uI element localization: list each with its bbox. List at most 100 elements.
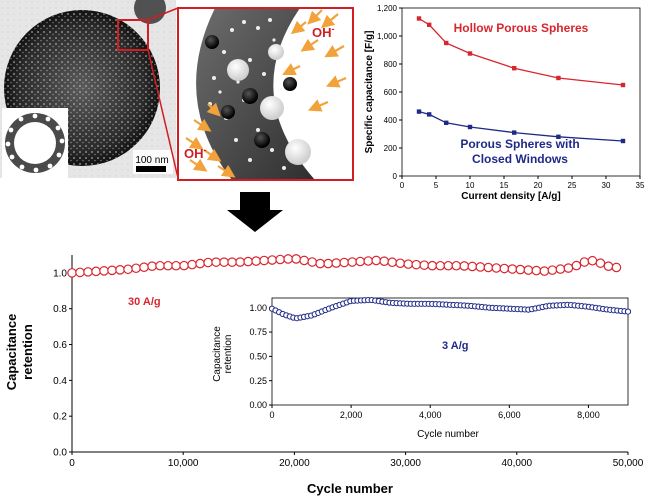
c3-x-tick-label: 6,000 (498, 410, 521, 420)
c2-data-point (403, 259, 414, 269)
c2-data-point (451, 260, 462, 271)
retention-inset-chart: 0 2,000 4,000 6,000 8,000 0.00 0.25 0.50 0.75 1.0… (212, 292, 634, 442)
c1-y-tick-label: 800 (384, 60, 398, 69)
c3-y-axis-label-line2: retention (223, 335, 234, 374)
c2-x-tick-label: 10,000 (168, 458, 199, 469)
c2-data-point (579, 257, 590, 267)
c2-data-point (571, 260, 582, 271)
c1-data-point (427, 112, 432, 117)
c1-legend-closed-line1: Porous Spheres with (460, 137, 579, 151)
c3-y-tick-label: 0.75 (249, 327, 267, 337)
c1-data-point (416, 109, 422, 114)
c2-data-point (211, 257, 221, 267)
c2-data-point (123, 264, 133, 275)
c1-data-point (467, 51, 473, 56)
c2-data-point (507, 264, 518, 274)
c3-x-tick-label: 0 (269, 410, 274, 420)
tem-micrograph: 100 nm (0, 0, 176, 178)
c2-data-point (459, 261, 470, 271)
zoom-connector-top (147, 7, 179, 21)
c2-data-point (587, 255, 598, 266)
hydroxide-flux-arrows (185, 9, 347, 178)
c1-data-point (556, 75, 561, 81)
c1-x-tick-label: 10 (466, 181, 475, 190)
c2-data-point (83, 267, 93, 277)
c2-y-tick-label: 0.8 (53, 304, 67, 315)
c1-x-tick-label: 15 (500, 181, 509, 190)
c2-data-point (283, 254, 293, 264)
c2-data-point (387, 257, 398, 268)
c2-data-point (555, 264, 566, 274)
capacitance-rate-chart: 0 5 10 15 20 25 30 35 0 200 400 600 800 1,000 1,200 Cu… (364, 4, 645, 202)
c1-data-point (556, 134, 561, 139)
c3-y-axis-label-line1: Capacitance (212, 326, 223, 382)
c2-data-point (307, 257, 317, 267)
c1-y-tick-label: 600 (384, 88, 398, 97)
c1-x-tick-label: 20 (534, 181, 543, 190)
c2-y-tick-label: 0.6 (53, 340, 67, 351)
c2-data-point (275, 254, 285, 265)
c2-data-point (131, 263, 141, 274)
c1-data-point (427, 22, 432, 27)
c1-x-tick-label: 5 (434, 181, 439, 190)
c3-y-tick-label: 0.50 (249, 352, 267, 362)
c1-y-tick-label: 1,000 (377, 32, 398, 41)
c1-data-point (444, 40, 449, 46)
c2-data-point (323, 258, 334, 269)
c2-data-point (435, 260, 446, 271)
c2-x-tick-label: 50,000 (613, 458, 644, 469)
c2-annotation: 30 A/g (128, 296, 161, 308)
c2-data-point (259, 255, 269, 266)
c1-y-tick-label: 1,200 (377, 4, 398, 13)
c2-data-point (539, 266, 550, 276)
c2-data-point (99, 266, 109, 276)
c2-data-point (531, 265, 542, 276)
c2-y-tick-label: 0.4 (53, 376, 67, 387)
c2-data-point (219, 257, 229, 267)
c2-data-point (195, 258, 205, 269)
c2-data-point (347, 257, 358, 267)
c1-data-point (620, 138, 626, 144)
c2-data-point (443, 260, 454, 271)
c2-data-point (267, 255, 277, 265)
c2-data-point (427, 260, 438, 271)
hollow-sphere-schematic (2, 108, 68, 178)
c2-data-point (419, 260, 430, 270)
c2-data-point (483, 262, 494, 273)
c2-data-point (491, 263, 502, 273)
c3-frame (271, 297, 629, 406)
c2-data-point (299, 255, 309, 266)
c3-x-tick-label: 2,000 (340, 410, 363, 420)
c1-x-tick-label: 25 (568, 181, 577, 190)
scale-bar-label: 100 nm (135, 155, 168, 166)
c2-data-point (179, 260, 189, 271)
c1-y-tick-label: 400 (384, 116, 398, 125)
c2-data-point (67, 268, 77, 278)
c2-x-tick-label: 20,000 (279, 458, 310, 469)
c2-y-tick-label: 0.2 (53, 412, 67, 423)
c1-data-point (512, 130, 517, 135)
c2-data-point (251, 256, 261, 266)
c1-x-axis-label: Current density [A/g] (461, 191, 560, 202)
c2-data-point (611, 262, 622, 273)
c2-data-point (163, 260, 173, 271)
c1-legend-hollow: Hollow Porous Spheres (454, 21, 589, 35)
c2-data-point (467, 261, 478, 272)
c2-data-point (75, 267, 85, 278)
c2-data-point (331, 258, 342, 268)
c2-x-tick-label: 30,000 (390, 458, 421, 469)
c2-y-axis-label-line1: Capacitance (4, 314, 19, 391)
c2-data-point (603, 261, 614, 271)
c3-y-tick-label: 0.00 (249, 400, 267, 410)
down-arrow-icon (227, 192, 283, 232)
c3-x-axis-label: Cycle number (417, 429, 479, 440)
c2-data-point (235, 257, 245, 267)
c1-data-point (467, 124, 473, 130)
c1-y-axis-label: Specific capacitance [F/g] (364, 31, 375, 154)
c2-data-point (203, 257, 213, 268)
c2-data-point (547, 265, 558, 275)
retention-cycling-chart: 0 10,000 20,000 30,000 40,000 50,000 0.0 0.2 0.4… (4, 254, 644, 496)
zoom-box (117, 19, 149, 51)
ion-label-inner: OH- (184, 145, 207, 161)
c1-data-point (512, 66, 517, 71)
